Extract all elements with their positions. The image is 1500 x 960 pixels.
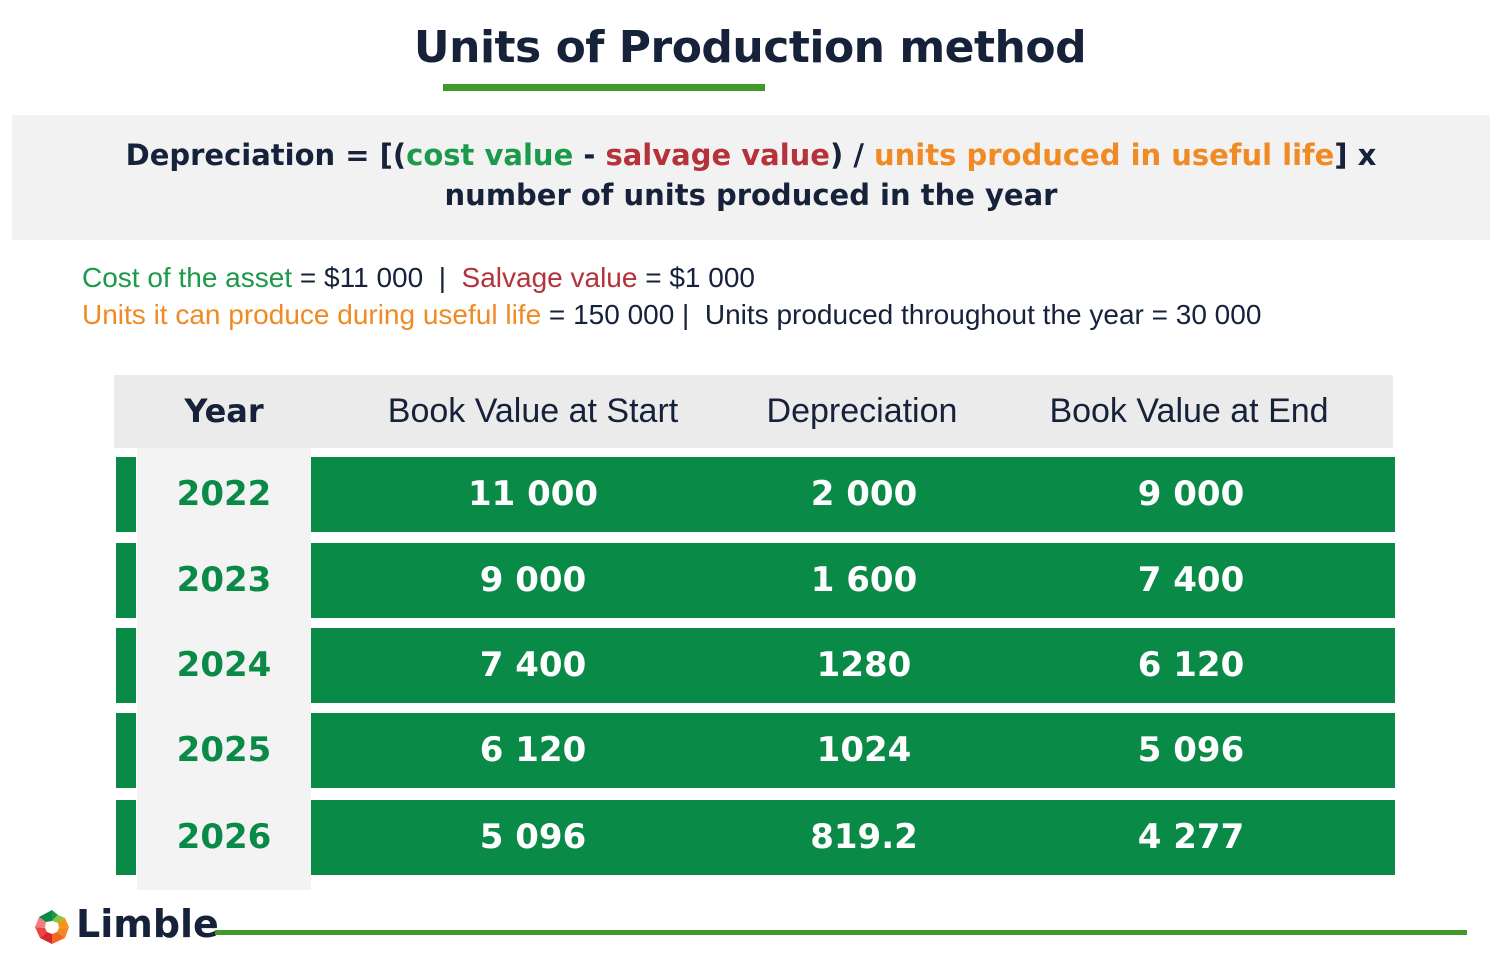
formula-text: Depreciation = [( [125,138,407,172]
table-row: 2023 9 000 1 600 7 400 [116,543,1395,618]
header-book-start: Book Value at Start [387,392,679,430]
formula-salvage: salvage value [605,138,830,172]
row-accent-bar [116,628,136,703]
row-value-band [311,800,1395,875]
book-end-cell: 9 000 [1137,474,1245,514]
row-value-band [311,543,1395,618]
units-value: = 150 000 | Units produced throughout th… [541,299,1262,330]
book-end-cell: 5 096 [1137,730,1245,770]
formula-text: ) / [829,138,875,172]
book-end-cell: 4 277 [1137,817,1245,857]
header-year: Year [184,392,264,430]
year-cell: 2024 [176,645,272,685]
salvage-label: Salvage value [461,262,638,293]
logo-text: Limble [76,902,219,946]
page-title: Units of Production method [413,22,1087,73]
header-depreciation: Depreciation [766,392,958,430]
book-start-cell: 6 120 [479,730,587,770]
footer-line [215,930,1467,935]
formula-units: units produced in useful life [874,138,1335,172]
header-book-end: Book Value at End [1049,392,1329,430]
salvage-value: = $1 000 [637,262,756,293]
book-start-cell: 11 000 [467,474,599,514]
row-accent-bar [116,713,136,788]
row-accent-bar [116,457,136,532]
depreciation-cell: 2 000 [810,474,918,514]
table-header: Year Book Value at Start Depreciation Bo… [114,375,1393,448]
book-start-cell: 7 400 [479,645,587,685]
year-column-bg [137,448,311,890]
formula-box: Depreciation = [(cost value - salvage va… [12,115,1490,240]
year-cell: 2026 [176,817,272,857]
book-end-cell: 6 120 [1137,645,1245,685]
row-value-band [311,628,1395,703]
given-line-2: Units it can produce during useful life … [82,299,1261,331]
table-row: 2026 5 096 819.2 4 277 [116,800,1395,875]
formula-text: - [573,138,606,172]
book-start-cell: 9 000 [479,560,587,600]
table-row: 2022 11 000 2 000 9 000 [116,457,1395,532]
given-line-1: Cost of the asset = $11 000 | Salvage va… [82,262,755,294]
row-value-band [311,713,1395,788]
table-row: 2025 6 120 1024 5 096 [116,713,1395,788]
formula-cost: cost value [406,138,574,172]
depreciation-cell: 1 600 [810,560,918,600]
formula-text: ] x number of units produced in the year [444,138,1377,212]
year-cell: 2022 [176,474,272,514]
cost-value: = $11 000 | [292,262,462,293]
depreciation-cell: 819.2 [810,817,918,857]
gear-logo-icon [33,908,71,950]
title-underline [443,84,765,91]
row-accent-bar [116,543,136,618]
row-accent-bar [116,800,136,875]
cost-label: Cost of the asset [82,262,293,293]
year-cell: 2023 [176,560,272,600]
table-row: 2024 7 400 1280 6 120 [116,628,1395,703]
book-end-cell: 7 400 [1137,560,1245,600]
row-value-band [311,457,1395,532]
units-label: Units it can produce during useful life [82,299,542,330]
depreciation-cell: 1280 [816,645,912,685]
year-cell: 2025 [176,730,272,770]
depreciation-cell: 1024 [816,730,912,770]
book-start-cell: 5 096 [479,817,587,857]
